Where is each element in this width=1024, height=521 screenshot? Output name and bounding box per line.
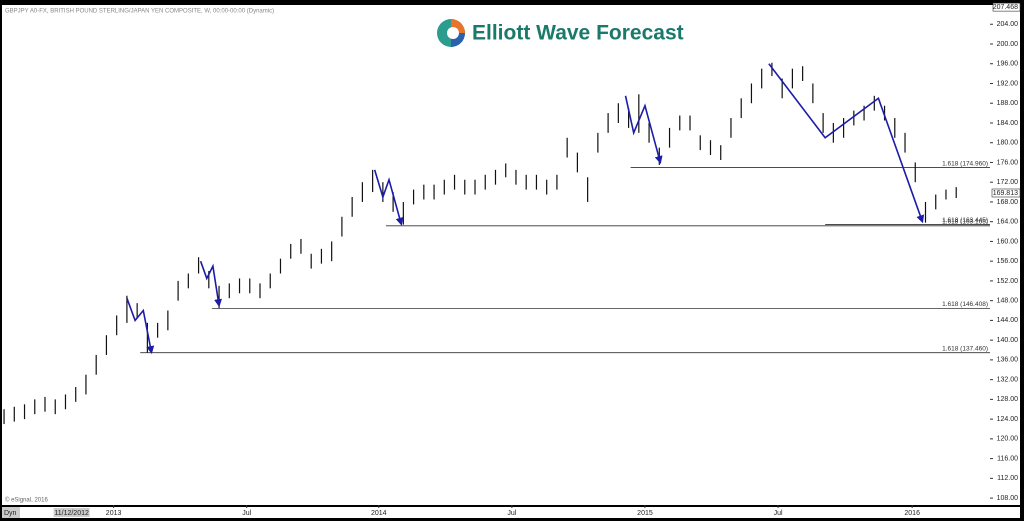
y-tick-label: 168.00 (997, 199, 1019, 206)
x-tick-label: Jul (507, 510, 516, 517)
chart-title: GBPJPY A0-FX, BRITISH POUND STERLING/JAP… (5, 9, 274, 15)
y-tick-label: 124.00 (997, 416, 1019, 423)
wave-line (768, 63, 925, 224)
fib-level-label: 1.618 (137.460) (942, 345, 988, 352)
x-tick-label: 2014 (371, 510, 387, 517)
y-tick-label: 172.00 (997, 179, 1019, 186)
last-price-box (991, 188, 1021, 198)
y-tick-label: 180.00 (997, 140, 1019, 147)
y-tick-label: 136.00 (997, 357, 1019, 364)
y-tick-label: 200.00 (997, 41, 1019, 48)
wave-line (199, 260, 223, 308)
y-tick-label: 156.00 (997, 258, 1019, 265)
y-tick-label: 144.00 (997, 317, 1019, 324)
logo: Elliott Wave Forecast (437, 19, 684, 47)
y-tick-label: 164.00 (997, 219, 1019, 226)
y-tick-label: 128.00 (997, 396, 1019, 403)
mode: Dyn (4, 510, 17, 517)
y-axis-area (990, 5, 1020, 505)
wave-line (624, 95, 663, 164)
x-axis-area (2, 507, 1020, 518)
axis-top-label: 207.468 (993, 4, 1018, 11)
y-tick-label: 108.00 (997, 495, 1019, 502)
plot-area (2, 5, 990, 505)
x-tick-label: 2015 (637, 510, 653, 517)
logo-icon (447, 27, 459, 39)
y-tick-label: 176.00 (997, 159, 1019, 166)
y-tick-label: 112.00 (997, 475, 1018, 482)
y-tick-label: 140.00 (997, 337, 1019, 344)
y-tick-label: 120.00 (997, 436, 1019, 443)
cursor-date: 11/12/2012 (54, 510, 89, 517)
copyright: © eSignal, 2016 (5, 497, 48, 504)
y-tick-label: 116.00 (997, 455, 1018, 462)
y-tick-label: 184.00 (997, 120, 1019, 127)
wave-line (373, 169, 404, 226)
fib-level-label: 1.618 (163.445) (942, 217, 988, 224)
y-tick-label: 188.00 (997, 100, 1019, 107)
x-tick-label: 2013 (106, 510, 122, 517)
fib-level-label: 1.618 (163.165) (942, 219, 988, 226)
y-tick-label: 196.00 (997, 61, 1019, 68)
logo-text: Elliott Wave Forecast (472, 22, 684, 45)
cursor-date-box (53, 508, 90, 517)
axis-top-box (992, 2, 1021, 12)
y-tick-label: 204.00 (997, 21, 1019, 28)
x-tick-label: Jul (774, 510, 783, 517)
last-price: 169.813 (993, 190, 1018, 197)
x-tick-label: Jul (242, 510, 251, 517)
x-tick-label: 2016 (904, 510, 920, 517)
wave-line (126, 297, 155, 355)
y-tick-label: 132.00 (997, 376, 1019, 383)
y-tick-label: 192.00 (997, 80, 1019, 87)
y-tick-label: 160.00 (997, 238, 1019, 245)
fib-level-label: 1.618 (174.960) (942, 160, 988, 167)
mode-box (2, 507, 20, 518)
fib-level-label: 1.618 (146.408) (942, 301, 988, 308)
y-tick-label: 152.00 (997, 278, 1019, 285)
y-tick-label: 148.00 (997, 298, 1019, 305)
